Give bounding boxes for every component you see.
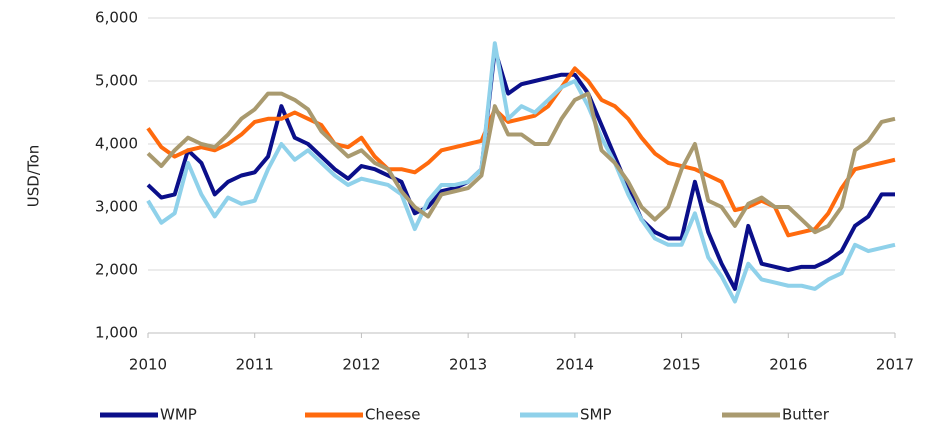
legend-label: SMP <box>580 406 612 424</box>
series-line <box>146 66 896 238</box>
x-tick-label: 2016 <box>769 356 807 374</box>
x-tick-label: 2011 <box>236 356 274 374</box>
y-tick-label: 2,000 <box>95 261 138 279</box>
legend-label: Cheese <box>365 406 420 424</box>
series-line <box>146 41 896 304</box>
x-tick-label: 2015 <box>662 356 700 374</box>
legend-label: WMP <box>160 406 197 424</box>
series-line <box>146 47 895 291</box>
x-tick-label: 2010 <box>129 356 167 374</box>
x-tick-label: 2013 <box>449 356 487 374</box>
y-tick-label: 4,000 <box>95 135 138 153</box>
y-tick-label: 5,000 <box>95 72 138 90</box>
x-tick-label: 2012 <box>342 356 380 374</box>
legend-label: Butter <box>782 406 830 424</box>
y-tick-label: 1,000 <box>95 324 138 342</box>
y-axis-label: USD/Ton <box>25 145 43 207</box>
x-tick-label: 2017 <box>876 356 914 374</box>
y-tick-label: 3,000 <box>95 198 138 216</box>
series-line <box>146 91 896 235</box>
y-tick-label: 6,000 <box>95 9 138 27</box>
x-tick-label: 2014 <box>556 356 594 374</box>
